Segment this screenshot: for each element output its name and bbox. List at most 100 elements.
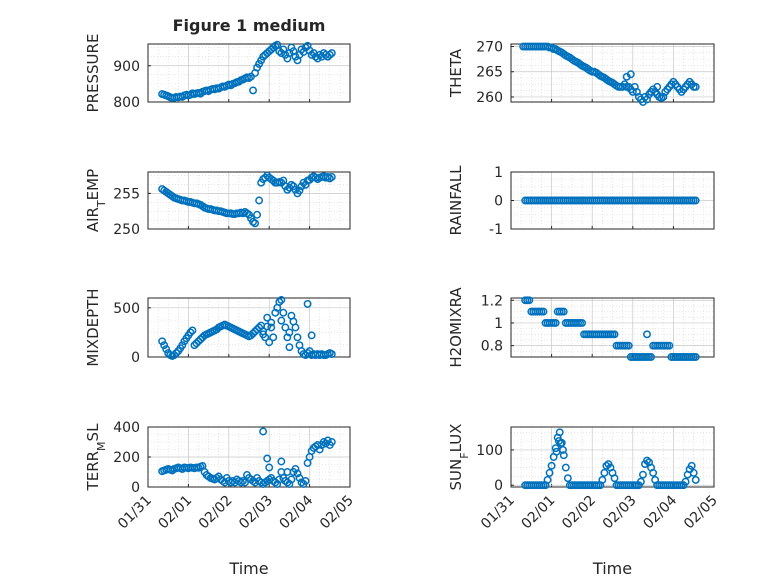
data-point xyxy=(545,468,554,477)
x-tick-label: 02/02 xyxy=(559,493,599,533)
x-tick-label: 02/03 xyxy=(236,493,276,533)
subplot-theta: 260 265 270 THETA xyxy=(447,40,715,106)
data-point xyxy=(263,322,272,331)
data-point xyxy=(307,331,316,340)
plot-border xyxy=(510,297,715,358)
data-point xyxy=(196,335,205,344)
data-point xyxy=(158,337,167,346)
data-point xyxy=(281,323,290,332)
subplot-pressure: 800 900 PRESSURE Figure 1 medium xyxy=(84,16,351,113)
data-point xyxy=(547,461,556,470)
data-point xyxy=(285,343,294,352)
y-tick-label: 250 xyxy=(113,222,140,238)
data-point xyxy=(643,330,651,339)
data-point xyxy=(687,461,696,470)
data-point xyxy=(563,474,572,483)
data-point xyxy=(275,47,284,56)
data-point xyxy=(602,461,611,470)
data-point xyxy=(275,297,284,306)
plot-area xyxy=(510,297,715,358)
plot-border xyxy=(147,426,351,488)
plot-border xyxy=(510,171,715,230)
data-point xyxy=(299,178,308,187)
data-point xyxy=(263,454,272,463)
x-axis-label: Time xyxy=(592,559,632,578)
y-axis-label: AIRTEMP xyxy=(84,169,108,232)
data-point xyxy=(277,316,286,325)
y-tick-label: 270 xyxy=(476,40,503,56)
data-point xyxy=(543,475,552,484)
data-point xyxy=(647,353,656,361)
data-point xyxy=(665,341,674,350)
data-point xyxy=(293,333,302,342)
y-tick-label: 255 xyxy=(113,186,140,202)
data-point xyxy=(291,465,300,473)
data-point xyxy=(192,339,201,348)
data-point xyxy=(277,296,286,304)
data-point xyxy=(559,451,568,460)
data-point xyxy=(247,331,255,340)
data-point xyxy=(259,427,268,436)
data-point xyxy=(285,480,294,488)
data-point xyxy=(691,82,700,91)
y-tick-label: 0 xyxy=(131,350,140,366)
data-point xyxy=(172,349,181,358)
data-point xyxy=(691,353,700,361)
subplot-h2omixra: 0.8 1 1.2 H2OMIXRA xyxy=(447,287,715,368)
data-point xyxy=(178,341,187,350)
data-point xyxy=(639,470,647,479)
y-axis-label: SUNFLUX xyxy=(447,424,471,491)
data-point xyxy=(600,468,609,477)
data-point xyxy=(265,338,274,347)
data-point xyxy=(689,468,698,477)
data-point xyxy=(691,196,700,205)
data-point xyxy=(555,428,564,437)
y-tick-label: 0 xyxy=(494,478,503,494)
data-point xyxy=(291,323,300,332)
data-point xyxy=(649,468,658,477)
data-point xyxy=(327,350,336,358)
subplot-sun-flux: 0 100 SUNFLUX 01/31 02/01 02/02 02/03 02/04 02/0… xyxy=(447,424,721,578)
data-point xyxy=(277,457,286,466)
y-axis-label: TERRMSL xyxy=(84,423,108,492)
plot-border xyxy=(147,297,351,358)
y-tick-label: 900 xyxy=(113,59,140,75)
y-tick-label: -1 xyxy=(489,222,503,238)
data-point xyxy=(559,445,567,454)
data-point xyxy=(295,474,304,482)
y-axis-label: PRESSURE xyxy=(84,34,102,113)
data-point xyxy=(293,469,302,478)
y-axis-label: MIXDEPTH xyxy=(84,288,102,366)
data-point xyxy=(556,439,565,448)
y-tick-label: 265 xyxy=(476,65,503,81)
data-point xyxy=(559,307,568,316)
data-point xyxy=(269,333,278,342)
data-point xyxy=(283,185,292,194)
subplot-mixdepth: 0 500 MIXDEPTH xyxy=(84,288,351,367)
x-tick-label: 02/05 xyxy=(317,493,357,533)
data-point xyxy=(659,93,668,101)
data-point xyxy=(285,328,294,337)
data-point xyxy=(263,313,272,322)
x-tick-label: 02/04 xyxy=(640,492,680,532)
subplot-rainfall: -1 0 1 RAINFALL xyxy=(447,165,715,238)
y-tick-label: 1.2 xyxy=(481,293,503,309)
y-axis-label: RAINFALL xyxy=(447,165,465,236)
plot-border xyxy=(510,426,715,488)
data-point xyxy=(327,438,336,446)
data-point xyxy=(259,330,268,339)
data-point xyxy=(267,323,276,332)
data-point xyxy=(253,210,262,219)
data-point xyxy=(626,70,635,79)
x-tick-label: 02/04 xyxy=(277,492,317,532)
y-axis-label: H2OMIXRA xyxy=(447,287,465,368)
subplot-air-temp: 250 255 AIRTEMP xyxy=(84,169,351,238)
y-tick-label: 0.8 xyxy=(481,339,503,355)
data-point xyxy=(162,345,171,354)
data-point xyxy=(327,49,336,58)
data-point xyxy=(249,329,257,338)
data-point xyxy=(315,445,324,454)
data-point xyxy=(303,41,312,50)
data-point xyxy=(241,478,249,487)
data-point xyxy=(561,463,570,472)
